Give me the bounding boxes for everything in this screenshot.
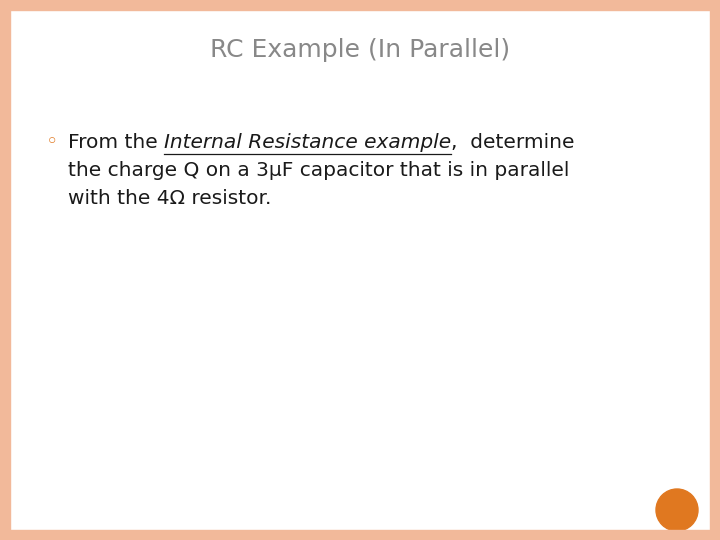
Text: ◦: ◦: [46, 132, 58, 152]
Text: RC Example (In Parallel): RC Example (In Parallel): [210, 38, 510, 62]
Circle shape: [656, 489, 698, 531]
Text: ,  determine: , determine: [451, 132, 575, 152]
Bar: [0, 0, 10, 540]
Text: the charge Q on a 3μF capacitor that is in parallel: the charge Q on a 3μF capacitor that is …: [68, 160, 570, 179]
Text: Internal Resistance example: Internal Resistance example: [164, 132, 451, 152]
Text: with the 4Ω resistor.: with the 4Ω resistor.: [68, 188, 271, 207]
Text: From the: From the: [68, 132, 164, 152]
Bar: [710, 0, 720, 540]
Bar: [0, 0, 720, 10]
Bar: [0, 530, 720, 540]
